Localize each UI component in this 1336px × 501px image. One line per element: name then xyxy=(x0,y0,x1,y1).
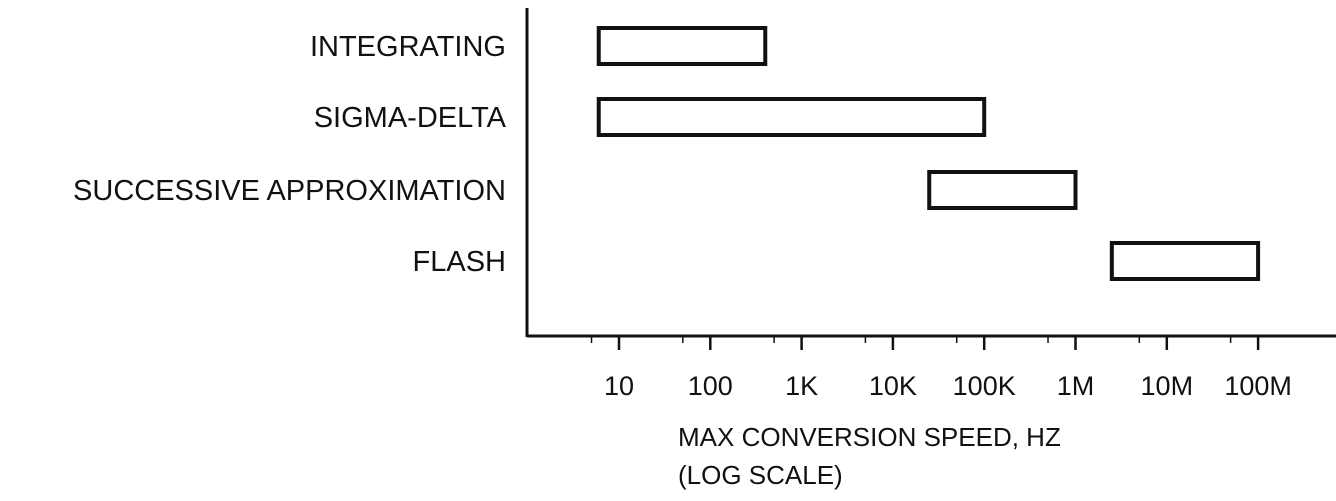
category-labels: INTEGRATING SIGMA-DELTA SUCCESSIVE APPROXI… xyxy=(73,31,507,278)
x-axis-title-line2: (LOG SCALE) xyxy=(678,460,843,490)
x-tick-label: 100K xyxy=(953,371,1016,401)
range-bar xyxy=(927,170,1078,210)
range-bar xyxy=(596,97,987,137)
x-axis-title-line1: MAX CONVERSION SPEED, HZ xyxy=(678,422,1061,452)
x-tick-label: 100 xyxy=(688,371,733,401)
axes xyxy=(525,8,1336,350)
x-tick-label: 100M xyxy=(1224,371,1292,401)
x-tick-label: 1K xyxy=(785,371,818,401)
x-tick-label: 10 xyxy=(604,371,634,401)
x-tick-label: 10K xyxy=(869,371,917,401)
category-label: SUCCESSIVE APPROXIMATION xyxy=(73,175,506,207)
category-label: INTEGRATING xyxy=(310,31,506,63)
category-label: SIGMA-DELTA xyxy=(314,102,507,134)
range-bars xyxy=(596,26,1261,281)
range-bar xyxy=(596,26,768,66)
x-tick-label: 1M xyxy=(1057,371,1095,401)
x-tick-labels: 10 100 1K 10K 100K 1M 10M 100M xyxy=(604,371,1292,401)
x-tick-label: 10M xyxy=(1141,371,1194,401)
range-bar xyxy=(1109,241,1261,281)
category-label: FLASH xyxy=(413,246,506,278)
